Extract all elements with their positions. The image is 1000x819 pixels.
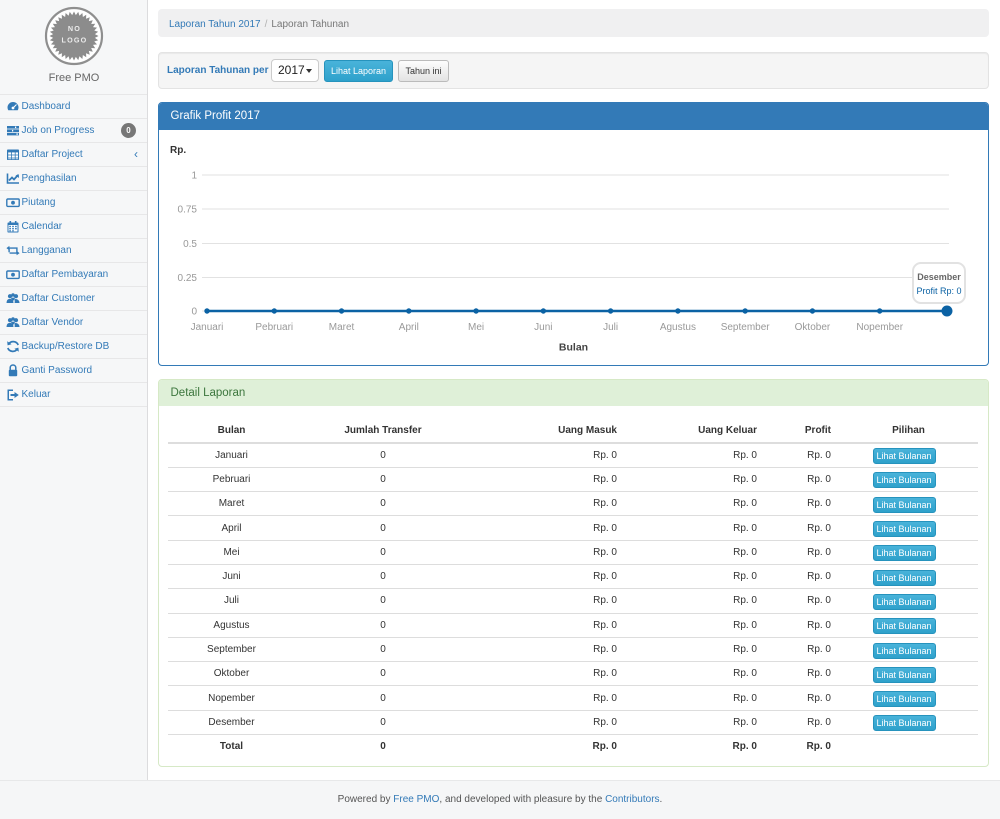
svg-text:Pebruari: Pebruari	[255, 322, 293, 333]
svg-text:Juli: Juli	[603, 322, 618, 333]
svg-text:0.25: 0.25	[178, 273, 198, 284]
svg-text:0.75: 0.75	[178, 205, 198, 216]
svg-text:Agustus: Agustus	[660, 322, 696, 333]
svg-text:September: September	[721, 322, 771, 333]
svg-text:LOGO: LOGO	[62, 36, 88, 45]
svg-text:0.5: 0.5	[183, 239, 197, 250]
svg-text:April: April	[399, 322, 419, 333]
svg-text:Juni: Juni	[534, 322, 552, 333]
svg-text:Bulan: Bulan	[559, 342, 588, 354]
svg-text:0: 0	[191, 307, 197, 318]
svg-text:Rp.: Rp.	[170, 145, 186, 156]
svg-text:NO: NO	[68, 24, 81, 33]
svg-text:Mei: Mei	[468, 322, 484, 333]
svg-text:Nopember: Nopember	[856, 322, 903, 333]
svg-text:1: 1	[191, 171, 197, 182]
svg-text:Desember: Desember	[917, 272, 961, 282]
svg-text:Januari: Januari	[191, 322, 224, 333]
svg-text:Oktober: Oktober	[795, 322, 831, 333]
svg-text:Profit Rp: 0: Profit Rp: 0	[916, 286, 961, 296]
svg-text:Maret: Maret	[329, 322, 355, 333]
